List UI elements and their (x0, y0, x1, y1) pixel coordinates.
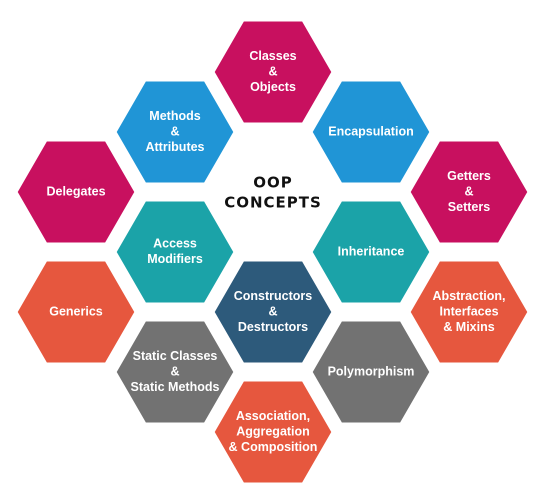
hex-classes-objects (211, 18, 335, 126)
hex-getters-setters (407, 138, 531, 246)
hex-classes-objects-label-line: Objects (250, 80, 296, 94)
hex-classes-objects-label-line: & (268, 64, 277, 78)
hex-abstraction-interfaces-mixins-label-line: Abstraction, (433, 289, 506, 303)
center-label-line: CONCEPTS (224, 194, 322, 212)
hex-getters-setters-label-line: & (464, 184, 473, 198)
hex-delegates-label-line: Delegates (46, 184, 105, 198)
hex-constructors-destructors (211, 258, 335, 366)
hex-generics (14, 258, 138, 366)
hex-association-aggregation-composition-label-line: Association, (236, 409, 310, 423)
hex-association-aggregation-composition-label-line: Aggregation (236, 424, 310, 438)
hex-inheritance (309, 198, 433, 306)
hex-static-classes-methods-label-line: Static Classes (133, 349, 218, 363)
hex-static-classes-methods-label-line: & (170, 364, 179, 378)
hex-static-classes-methods (113, 318, 237, 426)
hex-delegates (14, 138, 138, 246)
hex-static-classes-methods-label-line: Static Methods (131, 380, 220, 394)
hex-association-aggregation-composition (211, 378, 335, 486)
hex-access-modifiers-label-line: Modifiers (147, 252, 203, 266)
hex-inheritance-label-line: Inheritance (338, 244, 405, 258)
hex-access-modifiers-label-line: Access (153, 237, 197, 251)
hex-constructors-destructors-label-line: & (268, 304, 277, 318)
hex-abstraction-interfaces-mixins-label-line: & Mixins (443, 320, 494, 334)
hex-polymorphism-label-line: Polymorphism (328, 364, 415, 378)
hex-methods-attributes-label-line: & (170, 124, 179, 138)
hex-abstraction-interfaces-mixins (407, 258, 531, 366)
hex-abstraction-interfaces-mixins-label-line: Interfaces (439, 304, 498, 318)
center-hexagon (213, 140, 333, 244)
hex-polymorphism (309, 318, 433, 426)
hex-getters-setters-label-line: Setters (448, 200, 490, 214)
center-label-line: OOP (253, 174, 293, 192)
hex-generics-label-line: Generics (49, 304, 103, 318)
hex-getters-setters-label-line: Getters (447, 169, 491, 183)
hex-methods-attributes (113, 78, 237, 186)
hex-encapsulation-label-line: Encapsulation (328, 124, 413, 138)
hex-constructors-destructors-label-line: Constructors (234, 289, 313, 303)
hex-encapsulation (309, 78, 433, 186)
hex-classes-objects-label-line: Classes (249, 49, 296, 63)
hex-constructors-destructors-label-line: Destructors (238, 320, 308, 334)
hex-methods-attributes-label-line: Attributes (145, 140, 204, 154)
hex-methods-attributes-label-line: Methods (149, 109, 200, 123)
hex-association-aggregation-composition-label-line: & Composition (229, 440, 318, 454)
hex-access-modifiers (113, 198, 237, 306)
